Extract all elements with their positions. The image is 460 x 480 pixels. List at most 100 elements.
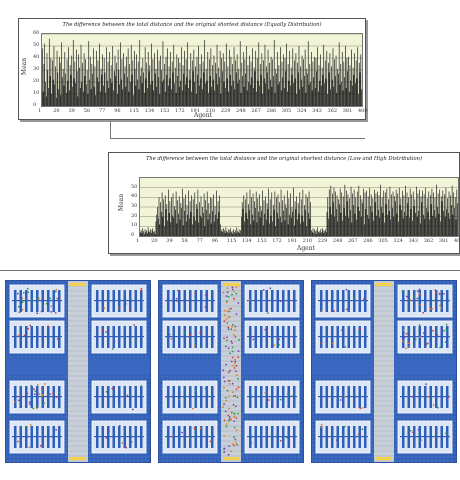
bar [188,218,190,236]
bar [367,214,368,236]
bar [257,80,259,106]
bar [186,205,188,236]
bar [157,49,158,106]
bar [324,231,325,236]
x-tick-label: 343 [312,108,322,114]
bar [453,192,455,236]
bar [167,220,168,236]
bar [218,211,220,236]
bar [382,212,384,236]
bar [259,64,261,106]
agent-dot [233,436,235,439]
bar [159,224,161,236]
bar [327,62,329,106]
bar [119,84,120,106]
agent-dot [232,391,234,394]
bar [344,77,345,106]
bar [79,88,81,106]
agent-dot [17,305,20,308]
bar [411,194,413,236]
bar [213,221,215,236]
bar [352,67,354,106]
bar [54,84,56,106]
bar [278,65,280,106]
agent-dot [447,396,449,399]
bar [232,80,234,106]
agent-dot [231,286,234,289]
agent-dot [135,340,138,343]
bar [319,80,321,106]
bar [321,228,323,236]
bar [345,88,347,106]
bar [214,90,216,106]
agent-dot [28,401,31,404]
bar [217,201,219,236]
bar [200,78,202,106]
bar [254,71,256,106]
bar [325,229,326,236]
bar [299,89,301,106]
bar [191,195,193,236]
bar [307,197,308,236]
bar [169,201,171,236]
bar [166,204,168,236]
bar [241,216,242,236]
agent-dot [140,287,143,290]
bar [405,215,407,236]
bar [432,215,434,236]
bar [140,232,141,236]
bar [221,58,223,106]
bar [311,90,313,106]
agent-dot [227,371,230,374]
bar [329,207,331,236]
bar [167,48,168,106]
agent-dot [237,302,240,304]
bar [284,220,286,236]
bar [84,76,86,106]
bar [297,62,298,106]
bar [249,55,250,106]
bar [344,184,346,236]
agent-dot [34,390,37,393]
bar [260,206,262,236]
bar [156,86,158,106]
agent-dot [230,307,232,310]
agent-dot [17,440,19,443]
bar [228,91,229,106]
agent-dot [21,308,24,311]
bar [45,82,46,106]
bar [300,79,302,106]
bar [140,67,142,106]
bar [267,208,269,236]
bar [175,92,177,106]
bar [144,47,146,106]
bar [189,79,191,106]
y-tick-label: 30 [33,66,40,72]
bar [82,91,84,106]
bar [271,86,273,106]
bar [288,198,290,236]
bar [141,233,143,236]
agent-dot [414,338,417,341]
bar [291,207,293,236]
agent-dot [223,447,226,450]
bar [283,195,285,236]
agent-dot [235,441,237,444]
bar [366,190,367,236]
bar [341,192,343,236]
bar [346,201,348,236]
bar [325,232,327,236]
bar [216,190,217,236]
agent-dot [111,348,114,350]
bar [302,86,304,106]
bar [406,192,408,236]
x-tick-label: 400 [358,108,368,114]
bar [146,230,147,236]
bar [281,61,283,106]
bar [348,91,350,106]
bar [227,232,228,236]
bar [98,82,100,106]
bar [188,70,190,106]
bar [212,65,213,106]
bar [195,66,196,106]
